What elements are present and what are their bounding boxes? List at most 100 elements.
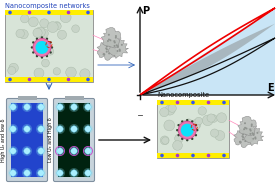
Circle shape <box>50 41 52 44</box>
FancyBboxPatch shape <box>53 98 94 181</box>
Circle shape <box>69 124 79 134</box>
Circle shape <box>250 130 252 132</box>
Circle shape <box>244 140 246 142</box>
Circle shape <box>251 125 253 127</box>
Circle shape <box>106 48 108 50</box>
Circle shape <box>103 54 105 56</box>
Circle shape <box>71 148 77 154</box>
Circle shape <box>180 121 191 132</box>
Circle shape <box>85 170 91 176</box>
Circle shape <box>256 132 258 134</box>
Circle shape <box>53 68 60 75</box>
Circle shape <box>80 69 90 79</box>
Text: P: P <box>142 6 149 16</box>
Circle shape <box>177 124 180 126</box>
Circle shape <box>10 126 16 132</box>
Circle shape <box>55 124 65 134</box>
Polygon shape <box>234 130 253 148</box>
Circle shape <box>47 22 58 33</box>
Circle shape <box>38 104 44 110</box>
Circle shape <box>191 154 195 157</box>
Circle shape <box>102 53 104 55</box>
Circle shape <box>162 137 169 144</box>
Circle shape <box>191 138 193 140</box>
Circle shape <box>176 154 179 157</box>
Circle shape <box>39 29 48 38</box>
Text: E: E <box>267 83 274 93</box>
Circle shape <box>8 102 18 112</box>
Circle shape <box>86 78 90 81</box>
Circle shape <box>46 48 54 55</box>
Circle shape <box>34 68 44 78</box>
Circle shape <box>176 101 179 104</box>
Circle shape <box>57 104 63 110</box>
Circle shape <box>160 101 164 104</box>
Circle shape <box>66 67 76 78</box>
Circle shape <box>35 27 45 37</box>
Circle shape <box>10 170 16 176</box>
Circle shape <box>55 146 65 156</box>
Circle shape <box>240 141 242 143</box>
Circle shape <box>242 136 244 138</box>
Circle shape <box>85 104 91 110</box>
Bar <box>5 10 93 15</box>
Circle shape <box>83 102 93 112</box>
Circle shape <box>16 29 24 38</box>
Circle shape <box>8 124 18 134</box>
Circle shape <box>24 104 30 110</box>
Circle shape <box>69 102 79 112</box>
Circle shape <box>83 124 93 134</box>
Circle shape <box>41 56 43 59</box>
Circle shape <box>8 146 18 156</box>
Circle shape <box>36 124 46 134</box>
Circle shape <box>186 119 188 121</box>
Circle shape <box>217 113 227 123</box>
Circle shape <box>8 11 12 14</box>
Circle shape <box>202 115 213 126</box>
Circle shape <box>185 119 192 127</box>
Circle shape <box>253 134 255 136</box>
Circle shape <box>243 128 245 130</box>
Circle shape <box>36 102 46 112</box>
Circle shape <box>246 127 248 129</box>
Polygon shape <box>97 41 118 60</box>
Bar <box>5 10 93 82</box>
Circle shape <box>160 154 164 157</box>
Circle shape <box>71 170 77 176</box>
Circle shape <box>251 123 253 125</box>
Circle shape <box>160 136 169 145</box>
Circle shape <box>36 168 46 178</box>
Text: Low Uₑ and High δ: Low Uₑ and High δ <box>48 118 53 162</box>
Circle shape <box>113 45 116 47</box>
Circle shape <box>57 126 63 132</box>
Circle shape <box>244 122 246 124</box>
Bar <box>157 100 229 105</box>
Circle shape <box>175 134 183 143</box>
Circle shape <box>10 104 16 110</box>
Circle shape <box>36 55 38 57</box>
Circle shape <box>195 134 197 136</box>
Circle shape <box>192 123 200 130</box>
Circle shape <box>116 44 118 46</box>
Circle shape <box>60 12 71 23</box>
Circle shape <box>186 139 188 141</box>
Bar <box>157 100 229 158</box>
Circle shape <box>119 49 121 51</box>
Polygon shape <box>107 39 129 58</box>
Circle shape <box>121 44 123 46</box>
Circle shape <box>28 11 31 14</box>
Circle shape <box>85 148 91 154</box>
Bar <box>5 77 93 82</box>
Circle shape <box>46 55 48 57</box>
Circle shape <box>53 22 61 29</box>
Circle shape <box>105 47 107 50</box>
Circle shape <box>38 170 44 176</box>
Bar <box>58 103 90 177</box>
Circle shape <box>32 41 34 44</box>
Circle shape <box>113 40 115 42</box>
Circle shape <box>191 101 195 104</box>
Circle shape <box>28 78 31 81</box>
Circle shape <box>222 101 226 104</box>
Circle shape <box>115 37 117 39</box>
Circle shape <box>249 133 251 135</box>
